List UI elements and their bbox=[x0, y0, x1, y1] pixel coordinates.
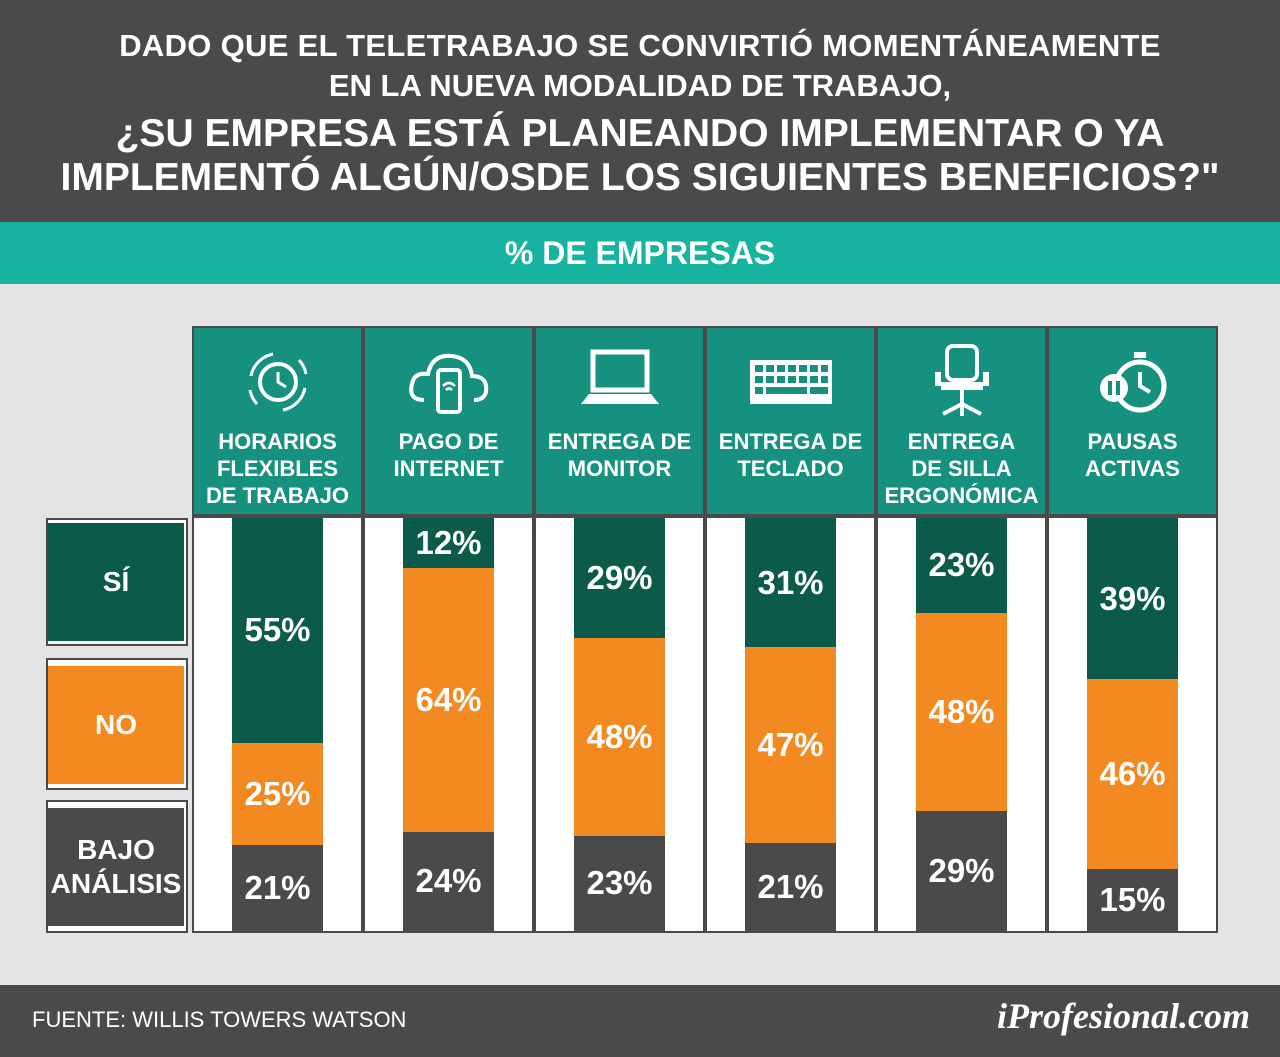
bar-segment-si: 29% bbox=[574, 518, 665, 638]
question-line-1: DADO QUE EL TELETRABAJO SE CONVIRTIÓ MOM… bbox=[119, 28, 1161, 63]
question-line-4: IMPLEMENTÓ ALGÚN/OSDE LOS SIGUIENTES BEN… bbox=[60, 156, 1220, 199]
bar-segment-bajo-analisis: 24% bbox=[403, 831, 494, 931]
category-header: PAUSAS ACTIVAS bbox=[1047, 326, 1218, 516]
brand-logo: iProfesional.com bbox=[997, 996, 1250, 1036]
category-label: PAGO DE INTERNET bbox=[393, 429, 504, 481]
category-header: ENTREGA DE TECLADO bbox=[705, 326, 876, 516]
bar-segment-bajo-analisis: 21% bbox=[745, 843, 836, 931]
source-note: FUENTE: WILLIS TOWERS WATSON bbox=[32, 1007, 407, 1032]
bar-segment-no: 47% bbox=[745, 647, 836, 844]
stopwatch-pause-icon bbox=[1099, 352, 1166, 413]
bar-segment-si: 39% bbox=[1087, 518, 1178, 680]
category-header: HORARIOS FLEXIBLES DE TRABAJO bbox=[192, 326, 363, 516]
cloud-phone-wifi-icon bbox=[408, 353, 488, 414]
subtitle-bar: % DE EMPRESAS bbox=[0, 222, 1280, 284]
category-label: ENTREGA DE TECLADO bbox=[718, 429, 863, 481]
laptop-icon bbox=[580, 349, 659, 404]
bar-segment-no: 25% bbox=[232, 742, 323, 846]
bar-segment-si: 23% bbox=[916, 518, 1007, 613]
category-header: ENTREGA DE MONITOR bbox=[534, 326, 705, 516]
legend-no: NO bbox=[48, 666, 184, 784]
category-label: HORARIOS FLEXIBLES DE TRABAJO bbox=[205, 429, 349, 508]
header-banner: DADO QUE EL TELETRABAJO SE CONVIRTIÓ MOM… bbox=[0, 0, 1280, 222]
category-label: PAUSAS ACTIVAS bbox=[1085, 429, 1180, 481]
legend-bajo-analisis: BAJO ANÁLISIS bbox=[48, 808, 184, 926]
office-chair-icon bbox=[934, 344, 989, 416]
clock-cycle-icon bbox=[248, 352, 307, 412]
bar-segment-si: 31% bbox=[745, 518, 836, 648]
legend-si: SÍ bbox=[48, 523, 184, 641]
bar-segment-bajo-analisis: 23% bbox=[574, 836, 665, 931]
bar-segment-bajo-analisis: 21% bbox=[232, 845, 323, 931]
bar-segment-si: 55% bbox=[232, 518, 323, 743]
category-header: ENTREGA DE SILLA ERGONÓMICA bbox=[876, 326, 1047, 516]
question-line-3: ¿SU EMPRESA ESTÁ PLANEANDO IMPLEMENTAR O… bbox=[115, 112, 1165, 155]
footer-bar: FUENTE: WILLIS TOWERS WATSON iProfesiona… bbox=[0, 985, 1280, 1057]
keyboard-icon bbox=[749, 360, 832, 404]
category-label: ENTREGA DE MONITOR bbox=[547, 429, 692, 481]
bar-segment-bajo-analisis: 15% bbox=[1087, 869, 1178, 931]
category-header: PAGO DE INTERNET bbox=[363, 326, 534, 516]
bar-segment-si: 12% bbox=[403, 518, 494, 568]
bar-segment-no: 48% bbox=[574, 637, 665, 836]
bar-segment-no: 48% bbox=[916, 612, 1007, 812]
bar-segment-no: 46% bbox=[1087, 679, 1178, 870]
bar-segment-bajo-analisis: 29% bbox=[916, 811, 1007, 931]
category-label: ENTREGA DE SILLA ERGONÓMICA bbox=[884, 429, 1039, 508]
question-line-2: EN LA NUEVA MODALIDAD DE TRABAJO, bbox=[328, 68, 952, 103]
bar-segment-no: 64% bbox=[403, 567, 494, 832]
